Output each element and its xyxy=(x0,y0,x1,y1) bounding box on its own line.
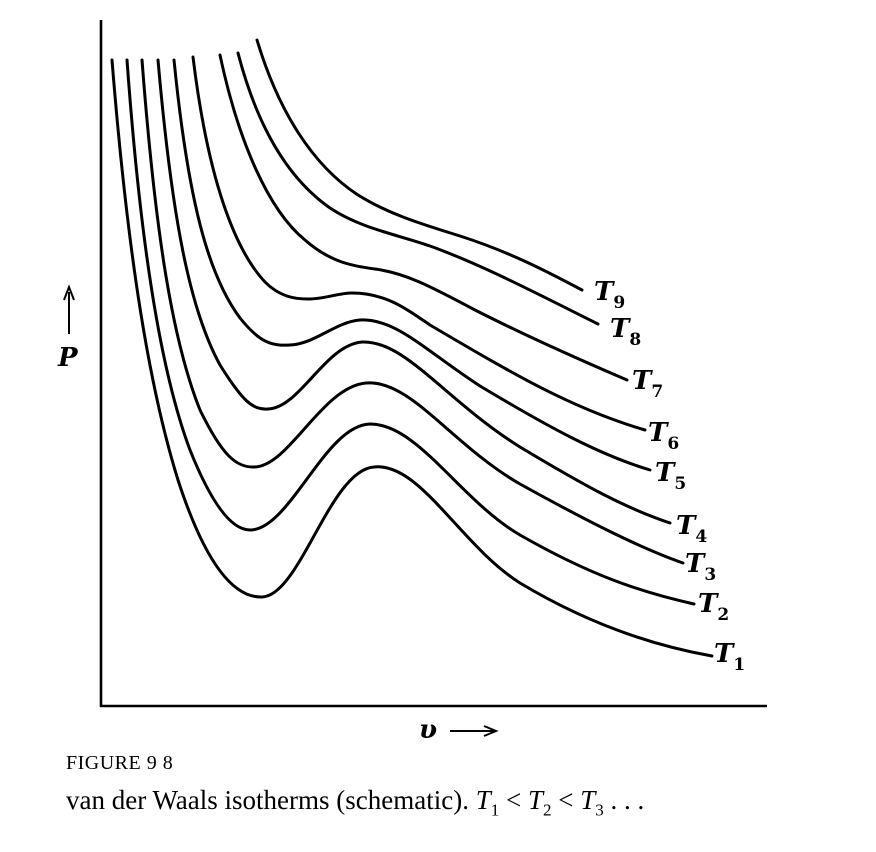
label-t6: T6 xyxy=(648,418,679,454)
caption-text: van der Waals isotherms (schematic). xyxy=(66,785,469,815)
isotherm-t8 xyxy=(236,51,600,326)
isotherm-t5 xyxy=(172,58,652,472)
isotherm-t7 xyxy=(218,53,629,382)
caption-lt-2: < xyxy=(551,785,581,815)
isotherm-curves xyxy=(110,38,714,658)
isotherm-t4 xyxy=(156,58,672,525)
caption-t2: T xyxy=(527,785,543,815)
caption-t3: T xyxy=(580,785,596,815)
label-t8: T8 xyxy=(610,314,641,350)
label-t9: T9 xyxy=(594,277,625,313)
isotherm-t3 xyxy=(140,58,685,565)
caption-lt-1: < xyxy=(499,785,528,815)
caption-t1-sub: 1 xyxy=(490,800,500,820)
isotherm-t2 xyxy=(125,58,696,606)
caption-t1: T xyxy=(475,785,491,815)
y-axis-label: P xyxy=(57,343,79,373)
caption-t3-sub: 3 xyxy=(595,800,604,820)
label-t3: T3 xyxy=(685,549,716,585)
caption-ellipsis: . . . xyxy=(603,785,645,815)
label-t5: T5 xyxy=(655,458,686,494)
caption-t2-sub: 2 xyxy=(543,800,552,820)
isotherm-labels: T9 T8 T7 T6 T5 T4 T3 T2 T1 xyxy=(594,277,745,675)
isotherm-t6 xyxy=(191,55,647,432)
right-arrowhead-icon xyxy=(483,725,499,737)
label-t7: T7 xyxy=(632,366,663,402)
isotherm-t9 xyxy=(255,38,584,292)
figure-number: FIGURE 9 8 xyxy=(66,752,174,774)
label-t2: T2 xyxy=(698,589,729,625)
x-axis-label-group: υ xyxy=(419,715,499,745)
isotherm-t1 xyxy=(110,58,714,658)
label-t1: T1 xyxy=(714,639,745,675)
figure-caption: van der Waals isotherms (schematic). T1 … xyxy=(66,785,644,820)
x-axis-label: υ xyxy=(419,715,437,745)
up-arrowhead-icon xyxy=(63,284,75,301)
label-t4: T4 xyxy=(676,511,707,547)
y-axis-label-group: P xyxy=(57,284,79,373)
